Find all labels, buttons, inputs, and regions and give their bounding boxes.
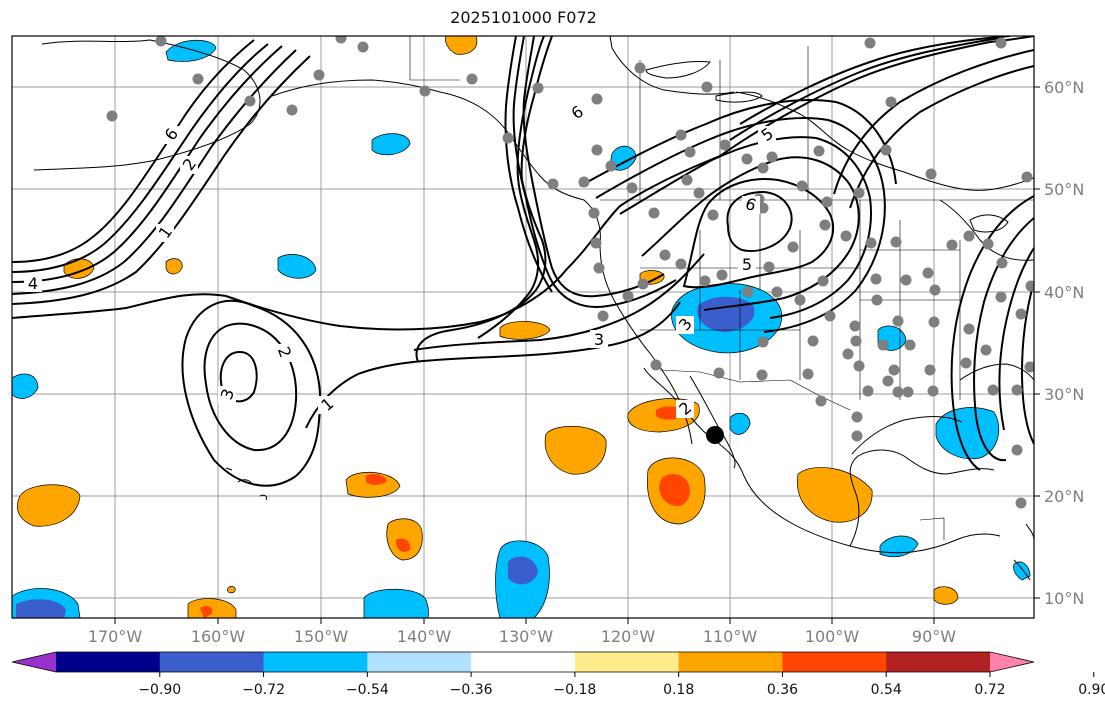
colorbar-segment <box>263 652 368 672</box>
colorbar-segment <box>574 652 680 672</box>
positive-anomaly-shading <box>17 36 959 618</box>
latitude-label: 20°N <box>1044 487 1084 506</box>
colorbar-tick-label: 0.36 <box>767 682 798 698</box>
colorbar-segment <box>782 652 887 672</box>
colorbar-segment <box>471 652 576 672</box>
colorbar-segment <box>678 652 783 672</box>
longitude-label: 150°W <box>294 627 349 646</box>
colorbar: −0.90 −0.72 −0.54 −0.36 −0.18 0.18 0.36 0.54 0.7… <box>11 651 1105 698</box>
colorbar-tick-label: 0.18 <box>663 682 694 698</box>
contour-label: 3 <box>594 330 604 349</box>
contour-labels: 4 3 3 2 1 2 6 6 5 6 5 3 2 1 <box>24 102 777 419</box>
map-border <box>11 35 1035 619</box>
latitude-label: 40°N <box>1044 283 1084 302</box>
colorbar-segment <box>56 652 161 672</box>
colorbar-outline <box>11 651 1035 673</box>
colorbar-segment <box>886 652 991 672</box>
colorbar-segment <box>159 652 265 672</box>
longitude-label: 110°W <box>703 627 758 646</box>
map-title: 2025101000 F072 <box>450 8 597 27</box>
latitude-label: 60°N <box>1044 78 1084 97</box>
latitude-label: 50°N <box>1044 180 1084 199</box>
longitude-label: 140°W <box>397 627 452 646</box>
contour-lines <box>12 36 1034 487</box>
longitude-label: 90°W <box>912 627 956 646</box>
longitude-labels: 170°W 160°W 150°W 140°W 130°W 120°W 110°… <box>88 627 956 646</box>
contour-label: 5 <box>742 255 752 274</box>
longitude-label: 100°W <box>805 627 860 646</box>
colorbar-tick-label: −0.90 <box>138 682 181 698</box>
latitude-labels: 60°N 50°N 40°N 30°N 20°N 10°N <box>1044 78 1084 608</box>
longitude-label: 130°W <box>499 627 554 646</box>
colorbar-tick-label: 0.72 <box>974 682 1005 698</box>
location-marker <box>706 426 724 444</box>
axis-ticks <box>114 86 1040 624</box>
colorbar-tick-label: −0.72 <box>242 682 285 698</box>
colorbar-tick-label: 0.54 <box>871 682 902 698</box>
colorbar-tick-label: 0.90 <box>1078 682 1105 698</box>
longitude-label: 160°W <box>191 627 246 646</box>
colorbar-segment <box>367 652 472 672</box>
longitude-label: 120°W <box>601 627 656 646</box>
contour-label: 4 <box>28 274 38 293</box>
colorbar-extension-high <box>990 652 1034 672</box>
colorbar-tick-label: −0.18 <box>553 682 596 698</box>
latitude-label: 10°N <box>1044 589 1084 608</box>
latitude-label: 30°N <box>1044 385 1084 404</box>
colorbar-tick-label: −0.54 <box>346 682 389 698</box>
station-dots <box>106 36 1034 509</box>
negative-anomaly-shading <box>12 39 1031 618</box>
colorbar-extension-low <box>12 652 56 672</box>
colorbar-tick-label: −0.36 <box>450 682 493 698</box>
longitude-label: 170°W <box>88 627 143 646</box>
